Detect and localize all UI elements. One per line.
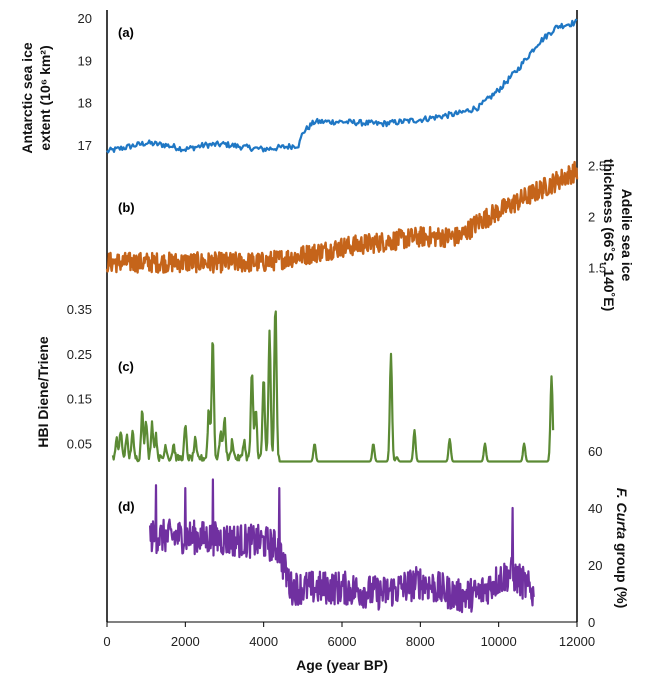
x-tick-label: 4000 xyxy=(249,634,278,649)
series-line-c xyxy=(111,310,555,463)
y-axis-title-c: HBI Diene/Triene xyxy=(35,336,51,447)
x-tick-label: 2000 xyxy=(171,634,200,649)
y-tick-label: 18 xyxy=(78,96,92,111)
y-axis-title-a-line2: extent (10⁶ km²) xyxy=(37,45,53,150)
y-tick-label: 17 xyxy=(78,138,92,153)
x-tick-label: 12000 xyxy=(559,634,595,649)
y-tick-label: 0.15 xyxy=(67,392,92,407)
series-line-a xyxy=(106,18,578,154)
x-axis-title: Age (year BP) xyxy=(296,657,388,673)
y-tick-label: 0.25 xyxy=(67,347,92,362)
ticks-layer: 0 2000 4000 6000 8000 10000 12000 17 18 19 20 1.5 2 2… xyxy=(67,11,606,649)
y-tick-label: 0 xyxy=(588,615,595,630)
y-axis-title-d-rest: group (%) xyxy=(614,539,630,608)
panel-tag-b: (b) xyxy=(118,200,135,215)
panel-tag-d: (d) xyxy=(118,499,135,514)
y-tick-label: 0.35 xyxy=(67,302,92,317)
y-axis-title-a-line1: Antarctic sea ice xyxy=(19,42,35,153)
series-line-d xyxy=(149,478,535,614)
y-tick-label: 60 xyxy=(588,444,602,459)
y-tick-label: 1.5 xyxy=(588,261,606,276)
y-tick-label: 19 xyxy=(78,53,92,68)
y-tick-label: 0.05 xyxy=(67,437,92,452)
y-axis-title-d: F. Curta group (%) xyxy=(614,488,630,609)
y-axis-title-b-line1: Adelie sea ice xyxy=(619,189,635,282)
y-axis-title-d-italic: F. Curta xyxy=(614,488,630,540)
y-axis-title-b-line2: thickness (66˚S, 140˚E) xyxy=(601,159,617,312)
x-tick-label: 8000 xyxy=(406,634,435,649)
y-tick-label: 40 xyxy=(588,501,602,516)
y-tick-label: 2.5 xyxy=(588,158,606,173)
x-tick-label: 0 xyxy=(103,634,110,649)
panel-tag-c: (c) xyxy=(118,359,134,374)
series-line-b xyxy=(105,160,579,274)
series-layer xyxy=(105,18,579,614)
y-tick-label: 20 xyxy=(78,11,92,26)
y-tick-label: 2 xyxy=(588,209,595,224)
panel-tag-a: (a) xyxy=(118,25,134,40)
y-tick-label: 20 xyxy=(588,558,602,573)
x-tick-label: 6000 xyxy=(328,634,357,649)
x-tick-label: 10000 xyxy=(481,634,517,649)
